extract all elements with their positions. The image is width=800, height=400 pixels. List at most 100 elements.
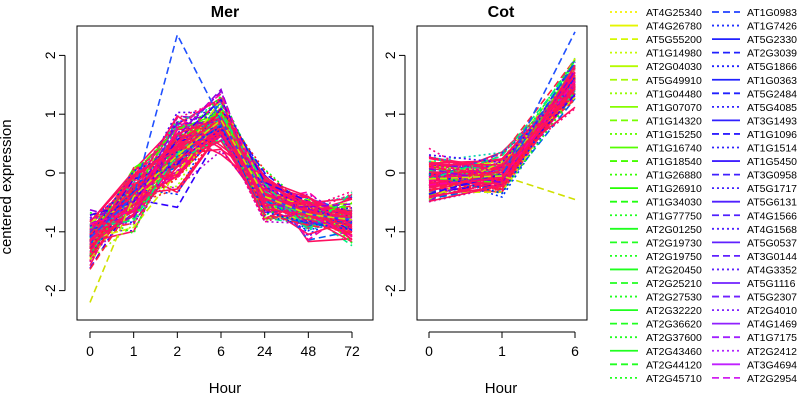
legend-label: AT2G01250 [646, 224, 702, 236]
legend-label: AT3G0144 [747, 251, 797, 263]
mer-series-line [89, 100, 353, 230]
legend-label: AT1G26910 [646, 183, 702, 195]
cot-series-line-min [428, 175, 576, 201]
y-axis-label: centered expression [0, 119, 15, 254]
mer-series-line [89, 94, 353, 236]
legend-label: AT1G7175 [747, 332, 797, 344]
cot-x-tick-label: 6 [571, 343, 579, 359]
mer-title: Mer [211, 4, 239, 21]
mer-y-tick-label: 0 [42, 169, 58, 177]
legend-label: AT3G4694 [747, 359, 797, 371]
legend-label: AT1G1096 [747, 129, 797, 141]
legend-label: AT2G32220 [646, 305, 702, 317]
cot-y-tick-label: 1 [382, 110, 398, 118]
cot-series-line [428, 74, 576, 200]
mer-series-line [89, 117, 353, 241]
legend-label: AT4G3352 [747, 264, 797, 276]
cot-plot-frame [416, 25, 588, 321]
cot-series-line [428, 85, 576, 192]
legend-label: AT4G25340 [646, 7, 702, 19]
legend-label: AT5G4085 [747, 102, 797, 114]
cot-y-axis: -2 -1 0 1 2 [382, 51, 406, 297]
legend-label: AT5G2330 [747, 34, 797, 46]
legend-label: AT5G6131 [747, 197, 797, 209]
legend-label: AT1G18540 [646, 156, 702, 168]
mer-y-tick-label: 1 [42, 110, 58, 118]
legend-label: AT5G1717 [747, 183, 797, 195]
cot-y-tick-label: 2 [382, 51, 398, 59]
legend-label: AT2G3039 [747, 48, 797, 60]
cot-x-axis-label: Hour [485, 380, 518, 397]
cot-panel: Cot -2 -1 0 1 2 0 1 6 Hour [382, 4, 588, 397]
mer-panel: Mer -2 -1 0 1 2 0 1 2 6 24 48 72 Hour [42, 4, 374, 397]
mer-x-tick-label: 0 [86, 343, 94, 359]
legend-label: AT5G2484 [747, 88, 797, 100]
legend-label: AT1G04480 [646, 88, 702, 100]
mer-series-line [89, 134, 353, 250]
cot-series-line [428, 88, 576, 181]
legend-label: AT2G19750 [646, 251, 702, 263]
legend-label: AT4G1568 [747, 224, 797, 236]
cot-y-tick-label: -1 [382, 225, 398, 238]
mer-series-line [89, 125, 353, 261]
legend-label: AT2G25210 [646, 278, 702, 290]
mer-y-tick-label: -2 [42, 284, 58, 297]
mer-x-axis-label: Hour [209, 380, 242, 397]
cot-series-line [428, 80, 576, 186]
legend-label: AT4G1566 [747, 210, 797, 222]
mer-x-tick-label: 72 [344, 343, 360, 359]
cot-series-line [428, 76, 576, 195]
mer-x-tick-label: 2 [173, 343, 181, 359]
legend-label: AT2G36620 [646, 319, 702, 331]
mer-series-line [89, 114, 353, 238]
cot-y-tick-label: -2 [382, 284, 398, 297]
legend-label: AT2G45710 [646, 373, 702, 385]
cot-series-group [428, 31, 576, 203]
cot-x-tick-label: 1 [498, 343, 506, 359]
legend-label: AT1G5450 [747, 156, 797, 168]
legend-label: AT5G1866 [747, 61, 797, 73]
legend-label: AT1G77750 [646, 210, 702, 222]
legend-label: AT2G44120 [646, 359, 702, 371]
cot-title: Cot [488, 4, 515, 21]
legend-label: AT1G14980 [646, 48, 702, 60]
legend-label: AT3G1493 [747, 115, 797, 127]
mer-series-line [89, 113, 353, 232]
legend-label: AT2G20450 [646, 264, 702, 276]
legend-label: AT5G2307 [747, 292, 797, 304]
mer-x-tick-label: 48 [301, 343, 317, 359]
legend-label: AT1G7426 [747, 21, 797, 33]
legend-label: AT4G26780 [646, 21, 702, 33]
legend-label: AT1G0363 [747, 75, 797, 87]
legend-label: AT2G2412 [747, 346, 797, 358]
mer-y-tick-label: -1 [42, 225, 58, 238]
mer-series-line [89, 117, 353, 240]
legend-label: AT1G14320 [646, 115, 702, 127]
legend-label: AT1G16740 [646, 143, 702, 155]
cot-series-line [428, 106, 576, 166]
cot-series-line [428, 108, 576, 183]
legend-label: AT5G1116 [747, 278, 796, 290]
mer-series-line [89, 130, 353, 238]
legend-label: AT5G55200 [646, 34, 702, 46]
cot-series-line [428, 91, 576, 181]
mer-x-axis: 0 1 2 6 24 48 72 [86, 331, 360, 359]
legend-label: AT2G37600 [646, 332, 702, 344]
legend-label: AT3G0958 [747, 170, 797, 182]
cot-series-line [428, 81, 576, 179]
legend-label: AT1G07070 [646, 102, 702, 114]
mer-x-tick-label: 1 [130, 343, 138, 359]
cot-series-line [428, 64, 576, 181]
legend-label: AT2G43460 [646, 346, 702, 358]
mer-series-line [89, 108, 353, 250]
mer-series-line-min [89, 118, 353, 303]
legend-label: AT1G26880 [646, 170, 702, 182]
mer-series-line [89, 132, 353, 228]
mer-series-line [89, 128, 353, 237]
mer-x-tick-label: 24 [257, 343, 273, 359]
mer-series-line [89, 124, 353, 241]
legend-label: AT5G0537 [747, 237, 797, 249]
legend-label: AT1G15250 [646, 129, 702, 141]
